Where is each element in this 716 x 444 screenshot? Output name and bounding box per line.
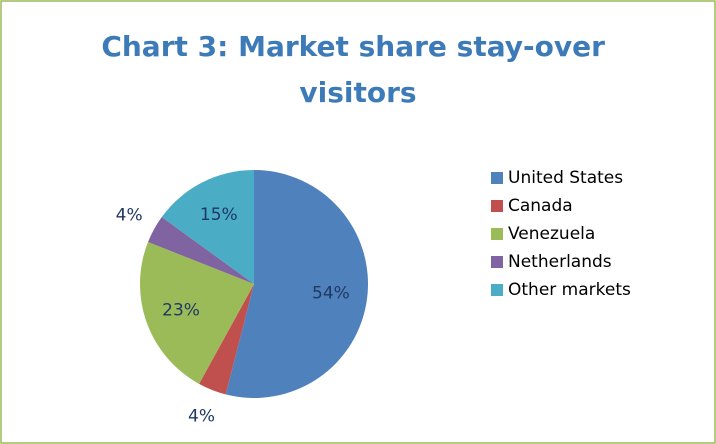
- legend-label: Other markets: [508, 280, 631, 300]
- legend-swatch: [491, 228, 503, 240]
- title-line: visitors: [299, 76, 416, 109]
- data-label: 4%: [188, 406, 215, 426]
- pie-slice: [148, 216, 254, 284]
- pie-slice: [225, 170, 369, 398]
- data-label: 15%: [200, 205, 238, 225]
- legend-label: United States: [508, 168, 623, 188]
- legend-label: Canada: [508, 196, 573, 216]
- legend-label: Netherlands: [508, 252, 612, 272]
- legend-swatch: [491, 200, 503, 212]
- data-label: 54%: [312, 284, 350, 304]
- legend-swatch: [491, 172, 503, 184]
- pie-slice: [199, 284, 254, 395]
- chart-title: Chart 3: Market share stay-over visitors: [101, 30, 614, 109]
- legend-swatch: [491, 256, 503, 268]
- legend-swatch: [491, 284, 503, 296]
- title-line: Chart 3: Market share stay-over: [101, 30, 605, 63]
- legend-label: Venezuela: [508, 224, 595, 244]
- pie-slice: [161, 170, 254, 284]
- data-label: 23%: [162, 300, 200, 320]
- pie-slice: [140, 242, 254, 384]
- data-label: 4%: [116, 205, 143, 225]
